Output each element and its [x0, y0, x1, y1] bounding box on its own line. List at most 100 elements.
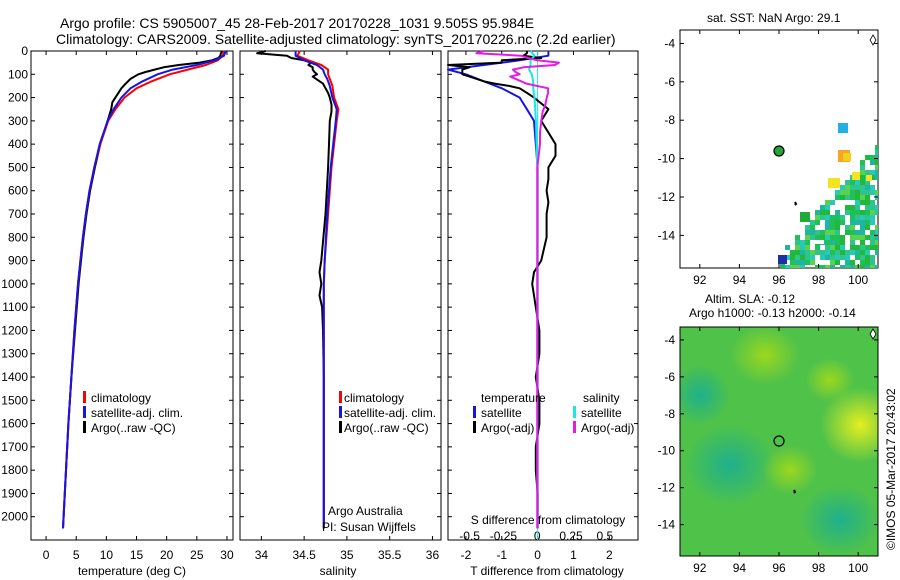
t-diff-tick-label: -1: [496, 548, 507, 562]
sst-cell: [850, 215, 855, 220]
sla-patch: [820, 387, 878, 463]
sst-cell: [800, 255, 805, 260]
sst-cell: [865, 245, 870, 250]
sst-cell: [805, 230, 810, 235]
sst-cell: [865, 195, 870, 200]
sst-cell: [875, 210, 878, 215]
sst-cell: [845, 185, 850, 190]
sst-cell: [875, 170, 878, 175]
sst-cell: [815, 265, 820, 268]
sst-cell: [845, 190, 850, 195]
sst-cell: [805, 245, 810, 250]
legend-label-s-argo: Argo(-adj): [581, 421, 634, 435]
sst-cell: [805, 255, 810, 260]
sst-cell: [815, 210, 820, 215]
sst-cell: [860, 265, 865, 268]
sst-cell: [855, 230, 860, 235]
map-y-tick-label: -14: [658, 228, 676, 242]
sst-cell: [875, 155, 878, 160]
sst-cell: [825, 240, 830, 245]
difference-plot-frame: [447, 50, 639, 541]
sst-cell: [850, 240, 855, 245]
sst-cell: [810, 260, 815, 265]
depth-axis: 0 100 200 300 400 500 600 700 800 900 1000 1100 1200…: [1, 44, 28, 524]
sst-cell: [870, 220, 875, 225]
sla-map-title: Altim. SLA: -0.12: [705, 292, 795, 306]
sst-cell: [800, 250, 805, 255]
sst-cell: [865, 225, 870, 230]
sst-cell: [865, 220, 870, 225]
legend-swatch-climatology: [83, 391, 86, 403]
sst-cell: [780, 265, 785, 268]
sst-cell: [865, 170, 870, 175]
legend-swatch-satellite: [339, 406, 342, 418]
sst-cell: [850, 225, 855, 230]
sst-cell: [875, 235, 878, 240]
sst-cell: [838, 123, 848, 133]
sst-cell: [795, 245, 800, 250]
sst-cell: [825, 250, 830, 255]
temperature-series: 0 5 10 15 20 25 30: [31, 50, 234, 562]
sst-cell: [790, 265, 795, 268]
sst-cell: [805, 235, 810, 240]
sst-cell: [830, 225, 835, 230]
sst-cell: [845, 195, 850, 200]
sst-cell: [810, 250, 815, 255]
sst-cell: [850, 235, 855, 240]
sst-cell: [850, 230, 855, 235]
temperature-legend: climatology satellite-adj. clim. Argo(..…: [83, 391, 183, 435]
sst-cell: [870, 210, 875, 215]
s-difference-axis-label: S difference from climatology: [471, 513, 626, 527]
map-x-tick-label: 94: [733, 273, 747, 287]
sst-cell: [805, 225, 810, 230]
sst-cell: [785, 265, 790, 268]
sla-map-axes: 92 94 96 98 100 -4 -6 -8 -10 -12 -14: [658, 327, 878, 575]
sst-cell: [790, 260, 795, 265]
sst-cell: [830, 260, 835, 265]
sst-cell: [875, 240, 878, 245]
sst-cell: [835, 195, 840, 200]
temperature-tick-label: 30: [220, 548, 234, 562]
depth-tick-label: 1300: [1, 347, 28, 361]
temperature-tick-label: 15: [130, 548, 144, 562]
sst-cell: [840, 215, 845, 220]
sla-patch: [762, 445, 818, 495]
sst-cell: [825, 265, 830, 268]
sst-cell: [870, 260, 875, 265]
salinity-axis-label: salinity: [320, 564, 357, 578]
sst-cell: [850, 250, 855, 255]
depth-tick-label: 300: [8, 114, 28, 128]
sst-cell: [835, 255, 840, 260]
legend-label-t-satellite: satellite: [481, 406, 522, 420]
t-difference-axis-label: T difference from climatology: [470, 564, 624, 578]
map-x-tick-label: 94: [733, 561, 747, 575]
depth-tick-label: 1200: [1, 323, 28, 337]
sst-cell: [820, 205, 825, 210]
sst-cell: [860, 255, 865, 260]
sst-cell: [835, 235, 840, 240]
sst-cell: [825, 230, 830, 235]
series-line-sal_argo: [475, 50, 560, 529]
sst-cell: [855, 250, 860, 255]
sst-cell: [875, 195, 878, 200]
sst-cell: [865, 200, 870, 205]
sst-cell: [875, 165, 878, 170]
sst-cell: [795, 235, 800, 240]
map-y-tick-label: -4: [664, 36, 675, 50]
legend-swatch-argo: [83, 421, 86, 433]
sst-cell: [855, 235, 860, 240]
depth-tick-label: 0: [21, 44, 28, 58]
sst-cell: [830, 235, 835, 240]
sst-cell: [805, 250, 810, 255]
sst-cell: [825, 220, 830, 225]
sst-cell: [875, 150, 878, 155]
sst-cell: [850, 195, 855, 200]
map-y-tick-label: -6: [664, 75, 675, 89]
sst-cell: [845, 205, 850, 210]
depth-tick-label: 900: [8, 254, 28, 268]
sst-cell: [850, 260, 855, 265]
sst-cell: [855, 220, 860, 225]
sst-cell: [840, 250, 845, 255]
temperature-tick-label: 10: [100, 548, 114, 562]
sst-cell: [840, 220, 845, 225]
